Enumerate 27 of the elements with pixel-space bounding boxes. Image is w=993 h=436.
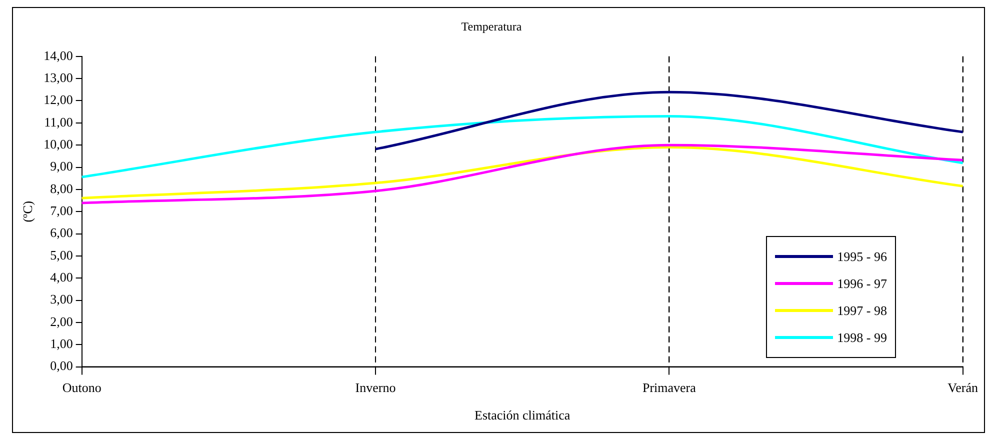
legend-label: 1997 - 98 xyxy=(837,302,887,318)
y-tick-label: 4,00 xyxy=(50,270,73,285)
legend-label: 1996 - 97 xyxy=(837,276,887,292)
y-tick-label: 13,00 xyxy=(44,70,73,85)
y-tick-label: 7,00 xyxy=(50,203,73,218)
y-tick-label: 10,00 xyxy=(44,136,73,152)
y-tick-label: 0,00 xyxy=(50,358,73,374)
y-tick-label: 9,00 xyxy=(50,158,73,174)
x-tick-label: Outono xyxy=(62,380,102,396)
y-tick-label: 6,00 xyxy=(50,225,73,240)
line-series xyxy=(80,115,964,178)
y-axis-title: (ºC) xyxy=(20,200,36,222)
x-tick-label: Primavera xyxy=(642,380,696,396)
y-tick-label: 11,00 xyxy=(44,114,73,130)
legend-label: 1998 - 99 xyxy=(837,330,887,346)
y-tick-label: 8,00 xyxy=(50,180,73,196)
y-tick-label: 12,00 xyxy=(44,92,73,108)
x-tick-label: Verán xyxy=(948,380,978,396)
chart-title: Temperatura xyxy=(461,19,522,34)
y-tick-label: 3,00 xyxy=(50,292,73,307)
y-tick-label: 14,00 xyxy=(44,48,73,63)
y-tick-label: 1,00 xyxy=(50,336,73,352)
y-tick-label: 5,00 xyxy=(50,247,73,262)
x-axis-title: Estación climática xyxy=(474,408,570,423)
x-tick-label: Inverno xyxy=(355,380,396,396)
y-tick-label: 2,00 xyxy=(50,314,73,329)
legend-label: 1995 - 96 xyxy=(837,248,887,264)
